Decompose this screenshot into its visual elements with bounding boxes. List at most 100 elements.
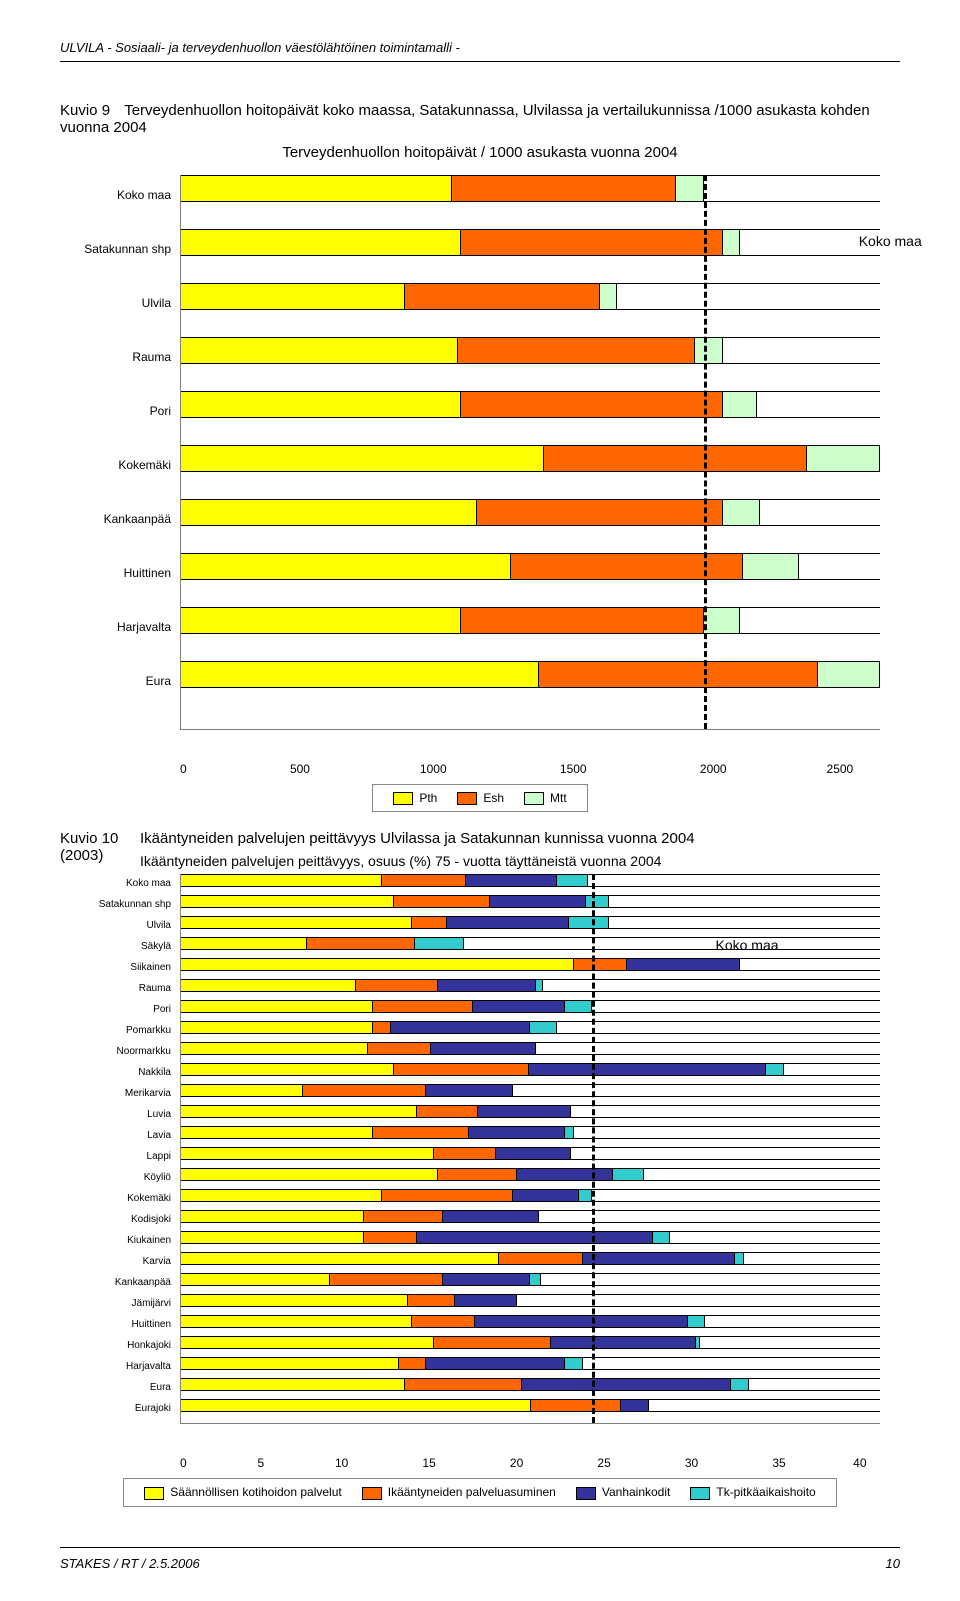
bar-segment xyxy=(539,662,819,687)
bar-row: Luvia xyxy=(181,1105,880,1123)
category-label: Pomarkku xyxy=(126,1025,181,1036)
bar-segment xyxy=(723,500,759,525)
bar-segment xyxy=(373,1127,469,1138)
bar-row: Lappi xyxy=(181,1147,880,1165)
bar-row: Merikarvia xyxy=(181,1084,880,1102)
bar-row: Nakkila xyxy=(181,1063,880,1081)
bar-segment xyxy=(544,446,807,471)
legend-label: Vanhainkodit xyxy=(602,1485,671,1499)
bar-segment xyxy=(723,392,757,417)
bar-segment xyxy=(181,1169,438,1180)
category-label: Huittinen xyxy=(132,1319,181,1330)
bar-segment xyxy=(496,1148,571,1159)
bar-row: Siikainen xyxy=(181,958,880,976)
chart2: Koko maaSatakunnan shpUlvilaSäkyläSiikai… xyxy=(60,874,900,1448)
bar-segment xyxy=(181,1211,364,1222)
category-label: Kankaanpää xyxy=(115,1277,181,1288)
bar-segment xyxy=(181,1337,434,1348)
category-label: Karvia xyxy=(143,1256,181,1267)
category-label: Köyliö xyxy=(144,1172,181,1183)
tick-label: 25 xyxy=(597,1456,610,1470)
stacked-bar xyxy=(181,445,880,472)
figure-label-2-line2: (2003) xyxy=(60,847,140,864)
tick-label: 2000 xyxy=(700,762,727,776)
category-label: Eura xyxy=(150,1382,181,1393)
stacked-bar xyxy=(181,1189,880,1202)
bar-segment xyxy=(517,1169,613,1180)
bar-segment xyxy=(330,1274,444,1285)
bar-row: Kankaanpää xyxy=(181,1273,880,1291)
bar-segment xyxy=(565,1127,574,1138)
bar-segment xyxy=(181,662,539,687)
bar-segment xyxy=(478,1106,571,1117)
category-label: Rauma xyxy=(132,350,181,364)
bar-segment xyxy=(181,1043,368,1054)
bar-segment xyxy=(466,875,557,886)
bar-segment xyxy=(181,1148,434,1159)
bar-segment xyxy=(731,1379,748,1390)
category-label: Ulvila xyxy=(142,296,181,310)
legend-label: Säännöllisen kotihoidon palvelut xyxy=(170,1485,341,1499)
bar-segment xyxy=(412,917,447,928)
bar-segment xyxy=(461,392,724,417)
x-axis-ticks: 0510152025303540 xyxy=(180,1456,880,1470)
tick-label: 15 xyxy=(422,1456,435,1470)
legend-item: Pth xyxy=(393,791,437,805)
footer-left: STAKES / RT / 2.5.2006 xyxy=(60,1556,200,1571)
stacked-bar xyxy=(181,1315,880,1328)
tick-label: 10 xyxy=(335,1456,348,1470)
bar-segment xyxy=(181,230,461,255)
stacked-bar xyxy=(181,1399,880,1412)
category-label: Lavia xyxy=(147,1130,181,1141)
category-label: Nakkila xyxy=(138,1067,181,1078)
bar-segment xyxy=(447,917,569,928)
tick-label: 20 xyxy=(510,1456,523,1470)
category-label: Satakunnan shp xyxy=(84,242,181,256)
bar-row: Koko maa xyxy=(181,874,880,892)
bar-segment xyxy=(475,1316,688,1327)
bar-segment xyxy=(696,1337,699,1348)
bar-segment xyxy=(181,1232,364,1243)
bar-row: Köyliö xyxy=(181,1168,880,1186)
bar-segment xyxy=(382,875,466,886)
bar-segment xyxy=(181,1106,417,1117)
bar-segment xyxy=(461,230,724,255)
bar-row: Harjavalta xyxy=(181,1357,880,1375)
bar-segment xyxy=(417,1106,478,1117)
bar-segment xyxy=(536,980,543,991)
bar-row: Huittinen xyxy=(181,1315,880,1333)
bar-segment xyxy=(627,959,741,970)
bar-segment xyxy=(431,1043,536,1054)
bar-segment xyxy=(181,554,511,579)
legend-swatch xyxy=(524,792,544,805)
reference-callout: Koko maa xyxy=(859,233,922,249)
bar-row: Koko maa xyxy=(181,175,880,215)
reference-line xyxy=(592,874,595,1423)
stacked-bar xyxy=(181,1231,880,1244)
figure-text-1: Terveydenhuollon hoitopäivät koko maassa… xyxy=(60,102,870,136)
figure-label-2-line1: Kuvio 10 xyxy=(60,830,140,847)
figure-caption-2: Kuvio 10 (2003) Ikääntyneiden palvelujen… xyxy=(60,830,900,871)
chart1-legend: PthEshMtt xyxy=(372,784,587,812)
stacked-bar xyxy=(181,979,880,992)
bar-row: Ulvila xyxy=(181,916,880,934)
bar-row: Eura xyxy=(181,661,880,701)
category-label: Noormarkku xyxy=(117,1046,181,1057)
bar-row: Lavia xyxy=(181,1126,880,1144)
tick-label: 0 xyxy=(180,762,187,776)
bar-segment xyxy=(621,1400,649,1411)
bar-segment xyxy=(181,1085,303,1096)
category-label: Rauma xyxy=(139,983,181,994)
legend-item: Tk-pitkäaikaishoito xyxy=(690,1485,815,1499)
category-label: Ulvila xyxy=(147,920,181,931)
bar-row: Eurajoki xyxy=(181,1399,880,1417)
bar-segment xyxy=(405,284,601,309)
category-label: Kokemäki xyxy=(127,1193,181,1204)
bar-segment xyxy=(461,608,704,633)
reference-callout: Koko maa xyxy=(716,937,779,953)
bar-segment xyxy=(412,1316,475,1327)
figure-label-1: Kuvio 9 xyxy=(60,102,110,119)
legend-swatch xyxy=(576,1487,596,1500)
footer-right: 10 xyxy=(886,1556,900,1571)
category-label: Satakunnan shp xyxy=(99,899,181,910)
